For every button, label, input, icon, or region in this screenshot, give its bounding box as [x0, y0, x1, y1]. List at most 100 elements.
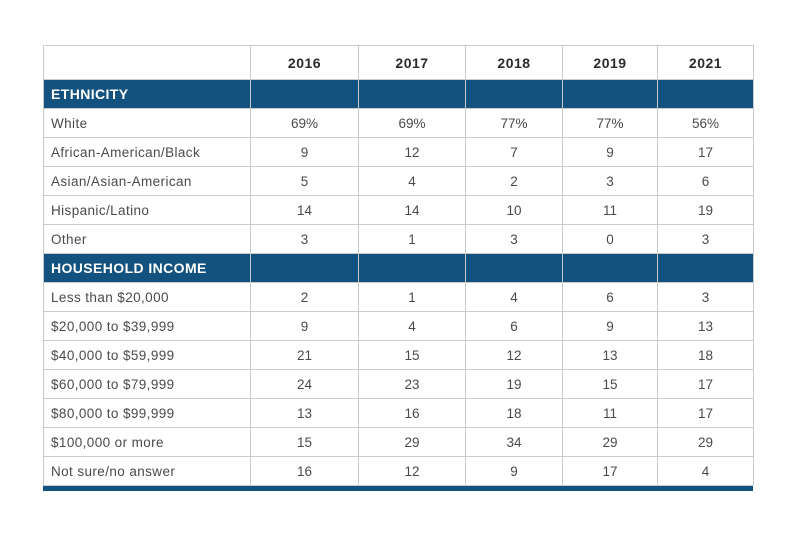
value-cell: 12: [465, 340, 563, 370]
value-cell: 3: [657, 282, 754, 312]
row-label: Asian/Asian-American: [43, 166, 251, 196]
value-cell: 29: [358, 427, 466, 457]
value-cell: 12: [358, 137, 466, 167]
value-cell: 77%: [465, 108, 563, 138]
value-cell: 17: [562, 456, 658, 486]
value-cell: 3: [562, 166, 658, 196]
table-body: ETHNICITY White 69% 69% 77% 77% 56% African-Ame…: [43, 79, 754, 486]
value-cell: 3: [657, 224, 754, 254]
table-row: Asian/Asian-American 5 4 2 3 6: [43, 166, 754, 196]
table-row: $80,000 to $99,999 13 16 18 11 17: [43, 398, 754, 428]
value-cell: 9: [465, 456, 563, 486]
table-bottom-rule: [43, 486, 753, 491]
section-filler-cell: [657, 253, 754, 283]
value-cell: 10: [465, 195, 563, 225]
value-cell: 77%: [562, 108, 658, 138]
value-cell: 23: [358, 369, 466, 399]
value-cell: 4: [465, 282, 563, 312]
row-label: $60,000 to $79,999: [43, 369, 251, 399]
section-filler-cell: [562, 79, 658, 109]
table-row: Hispanic/Latino 14 14 10 11 19: [43, 195, 754, 225]
section-filler-cell: [358, 253, 466, 283]
value-cell: 4: [358, 166, 466, 196]
value-cell: 15: [250, 427, 359, 457]
value-cell: 17: [657, 398, 754, 428]
header-blank-cell: [43, 45, 251, 80]
table-row: $20,000 to $39,999 9 4 6 9 13: [43, 311, 754, 341]
value-cell: 1: [358, 282, 466, 312]
value-cell: 15: [358, 340, 466, 370]
section-filler-cell: [465, 253, 563, 283]
table-row: $40,000 to $59,999 21 15 12 13 18: [43, 340, 754, 370]
table-row: Other 3 1 3 0 3: [43, 224, 754, 254]
row-label: $40,000 to $59,999: [43, 340, 251, 370]
value-cell: 14: [250, 195, 359, 225]
section-title: HOUSEHOLD INCOME: [43, 253, 251, 283]
value-cell: 13: [562, 340, 658, 370]
year-header: 2016: [250, 45, 359, 80]
value-cell: 3: [250, 224, 359, 254]
section-filler-cell: [465, 79, 563, 109]
value-cell: 15: [562, 369, 658, 399]
row-label: African-American/Black: [43, 137, 251, 167]
value-cell: 56%: [657, 108, 754, 138]
value-cell: 9: [562, 311, 658, 341]
demographics-table: 2016 2017 2018 2019 2021 ETHNICITY White 6…: [43, 45, 754, 486]
value-cell: 69%: [250, 108, 359, 138]
section-filler-cell: [562, 253, 658, 283]
row-label: Less than $20,000: [43, 282, 251, 312]
table-row: Less than $20,000 2 1 4 6 3: [43, 282, 754, 312]
value-cell: 9: [250, 311, 359, 341]
section-filler-cell: [250, 253, 359, 283]
value-cell: 2: [465, 166, 563, 196]
value-cell: 2: [250, 282, 359, 312]
value-cell: 69%: [358, 108, 466, 138]
value-cell: 29: [562, 427, 658, 457]
value-cell: 11: [562, 398, 658, 428]
table-row: $60,000 to $79,999 24 23 19 15 17: [43, 369, 754, 399]
value-cell: 1: [358, 224, 466, 254]
table-row: White 69% 69% 77% 77% 56%: [43, 108, 754, 138]
value-cell: 17: [657, 137, 754, 167]
value-cell: 0: [562, 224, 658, 254]
value-cell: 9: [250, 137, 359, 167]
row-label: Hispanic/Latino: [43, 195, 251, 225]
value-cell: 24: [250, 369, 359, 399]
value-cell: 4: [657, 456, 754, 486]
value-cell: 18: [657, 340, 754, 370]
row-label: White: [43, 108, 251, 138]
section-title: ETHNICITY: [43, 79, 251, 109]
demographics-table-container: 2016 2017 2018 2019 2021 ETHNICITY White 6…: [43, 45, 754, 491]
table-row: $100,000 or more 15 29 34 29 29: [43, 427, 754, 457]
section-filler-cell: [250, 79, 359, 109]
value-cell: 18: [465, 398, 563, 428]
year-header: 2021: [657, 45, 754, 80]
year-header: 2018: [465, 45, 563, 80]
value-cell: 3: [465, 224, 563, 254]
table-row: Not sure/no answer 16 12 9 17 4: [43, 456, 754, 486]
value-cell: 19: [465, 369, 563, 399]
row-label: $100,000 or more: [43, 427, 251, 457]
year-header: 2017: [358, 45, 466, 80]
value-cell: 6: [465, 311, 563, 341]
value-cell: 6: [562, 282, 658, 312]
row-label: $80,000 to $99,999: [43, 398, 251, 428]
section-header-row: ETHNICITY: [43, 79, 754, 109]
value-cell: 11: [562, 195, 658, 225]
table-row: African-American/Black 9 12 7 9 17: [43, 137, 754, 167]
value-cell: 5: [250, 166, 359, 196]
section-filler-cell: [657, 79, 754, 109]
value-cell: 4: [358, 311, 466, 341]
value-cell: 6: [657, 166, 754, 196]
value-cell: 14: [358, 195, 466, 225]
year-header: 2019: [562, 45, 658, 80]
value-cell: 13: [250, 398, 359, 428]
value-cell: 19: [657, 195, 754, 225]
row-label: Not sure/no answer: [43, 456, 251, 486]
value-cell: 16: [358, 398, 466, 428]
value-cell: 34: [465, 427, 563, 457]
header-row: 2016 2017 2018 2019 2021: [43, 45, 754, 80]
section-header-row: HOUSEHOLD INCOME: [43, 253, 754, 283]
value-cell: 7: [465, 137, 563, 167]
value-cell: 16: [250, 456, 359, 486]
